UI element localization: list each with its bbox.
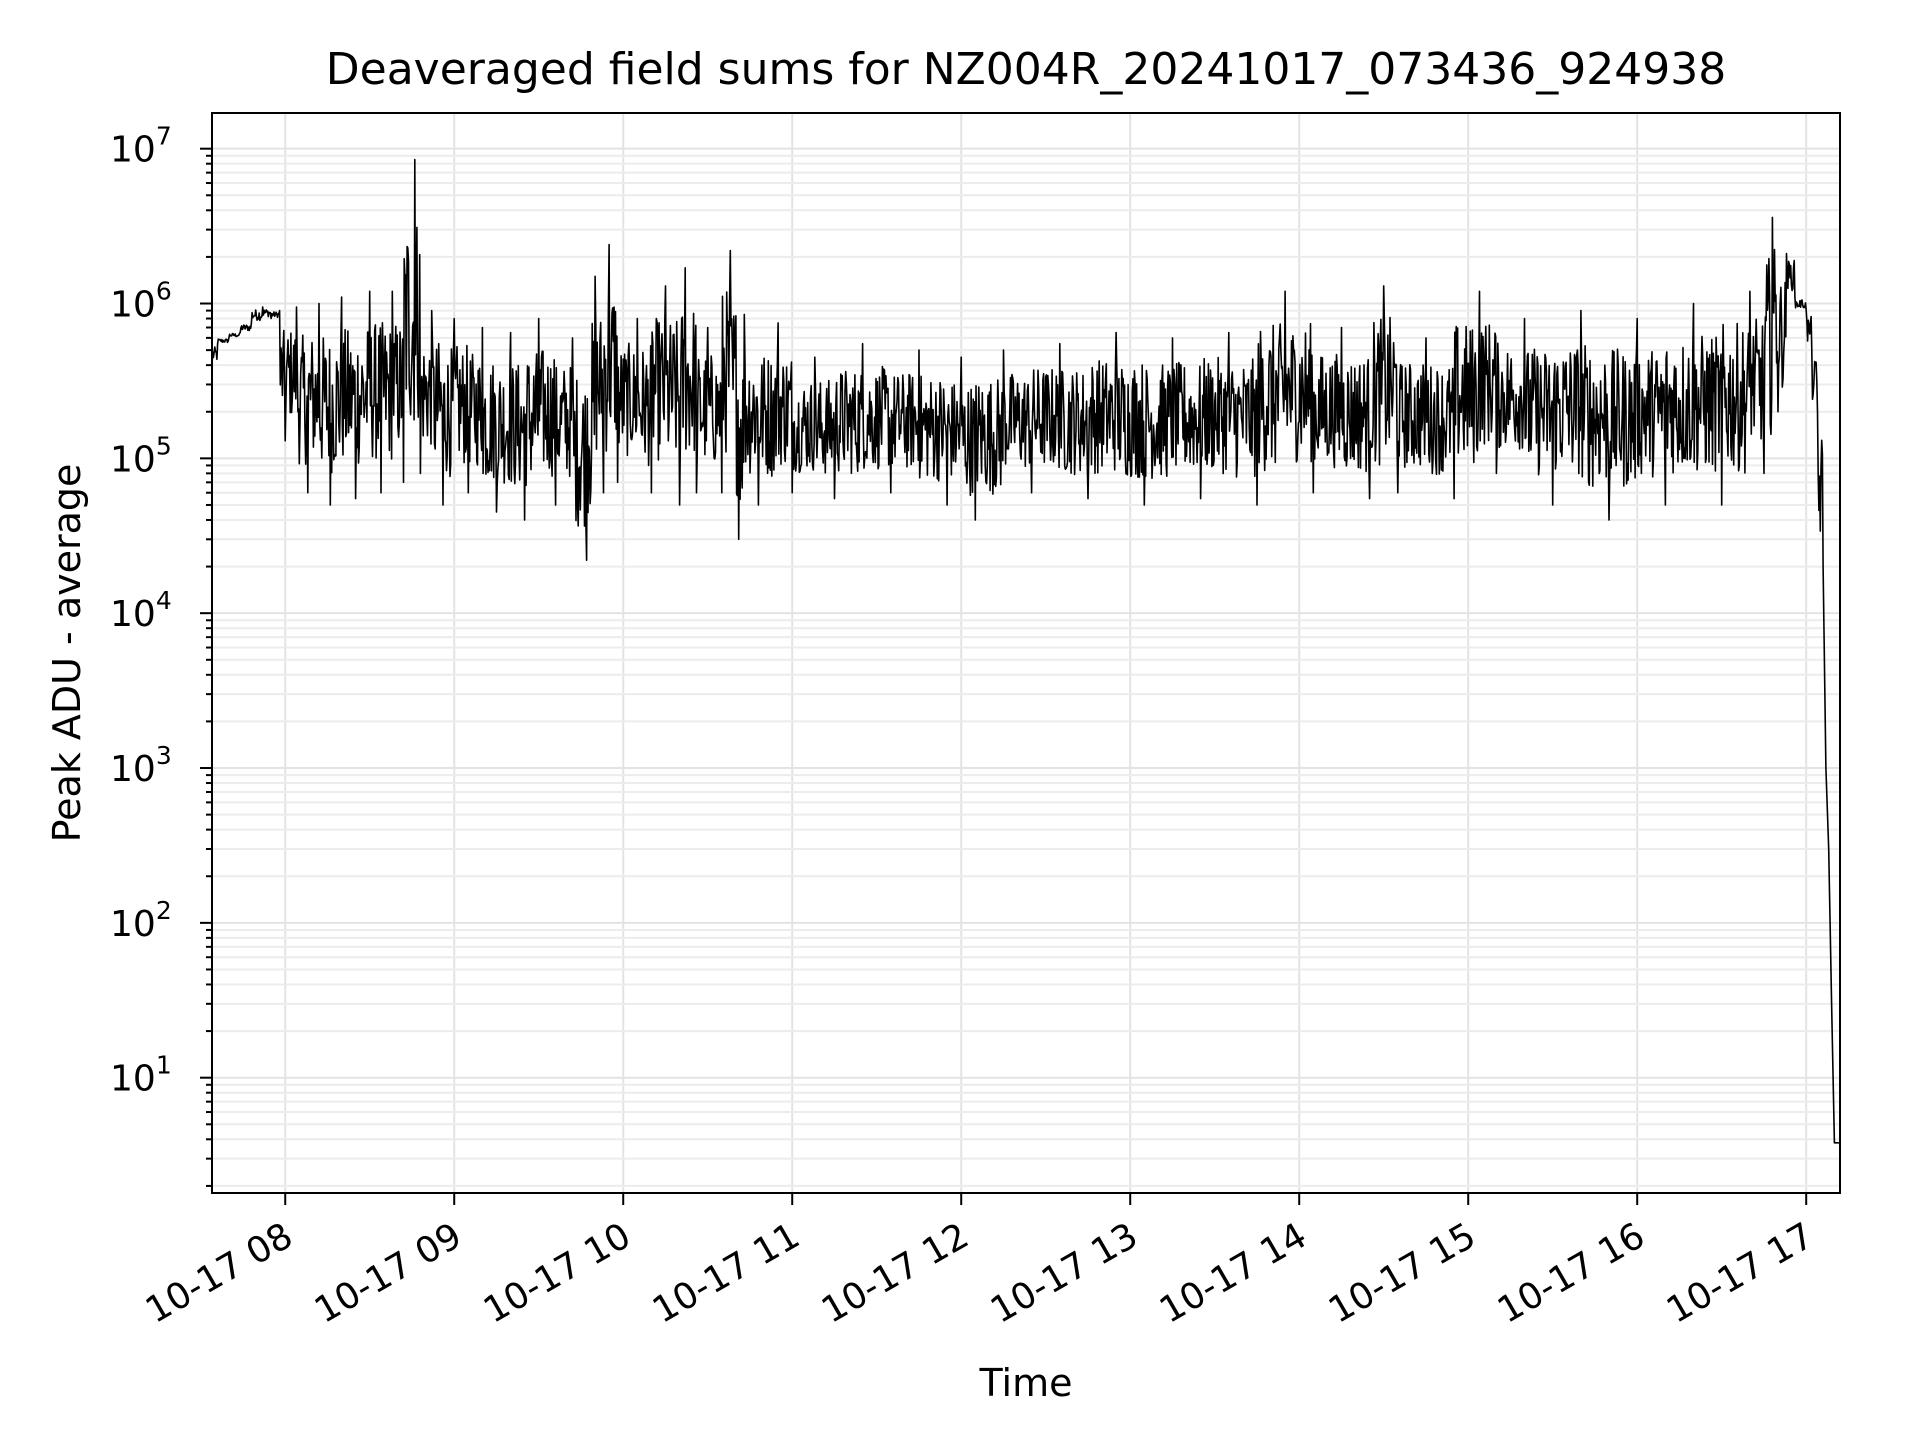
y-tick-base: 10 — [110, 904, 156, 945]
series-line — [211, 158, 1840, 1144]
plot-frame — [211, 112, 1841, 1194]
series-layer — [211, 158, 1840, 1144]
y-tick-base: 10 — [110, 130, 156, 171]
y-tick-base: 10 — [110, 749, 156, 790]
y-tick-label: 103 — [110, 741, 172, 790]
tick-marks — [200, 147, 1808, 1205]
y-tick-base: 10 — [110, 285, 156, 326]
y-tick-exponent: 1 — [156, 1051, 172, 1080]
y-tick-label: 106 — [110, 277, 172, 326]
y-tick-exponent: 3 — [156, 741, 172, 770]
x-axis-label: Time — [979, 1361, 1073, 1405]
y-tick-label: 104 — [110, 586, 172, 635]
y-tick-exponent: 7 — [156, 122, 172, 151]
y-tick-label: 105 — [110, 431, 172, 480]
y-tick-base: 10 — [110, 439, 156, 480]
y-tick-base: 10 — [110, 1059, 156, 1100]
y-tick-exponent: 6 — [156, 277, 172, 306]
y-tick-label: 102 — [110, 896, 172, 945]
y-tick-label: 107 — [110, 122, 172, 171]
y-tick-label: 101 — [110, 1051, 172, 1100]
y-tick-exponent: 5 — [156, 431, 172, 460]
y-axis-label: Peak ADU - average — [45, 464, 89, 843]
y-tick-exponent: 4 — [156, 586, 172, 615]
y-tick-base: 10 — [110, 594, 156, 635]
y-tick-exponent: 2 — [156, 896, 172, 925]
chart-title: Deaveraged field sums for NZ004R_2024101… — [326, 44, 1726, 95]
